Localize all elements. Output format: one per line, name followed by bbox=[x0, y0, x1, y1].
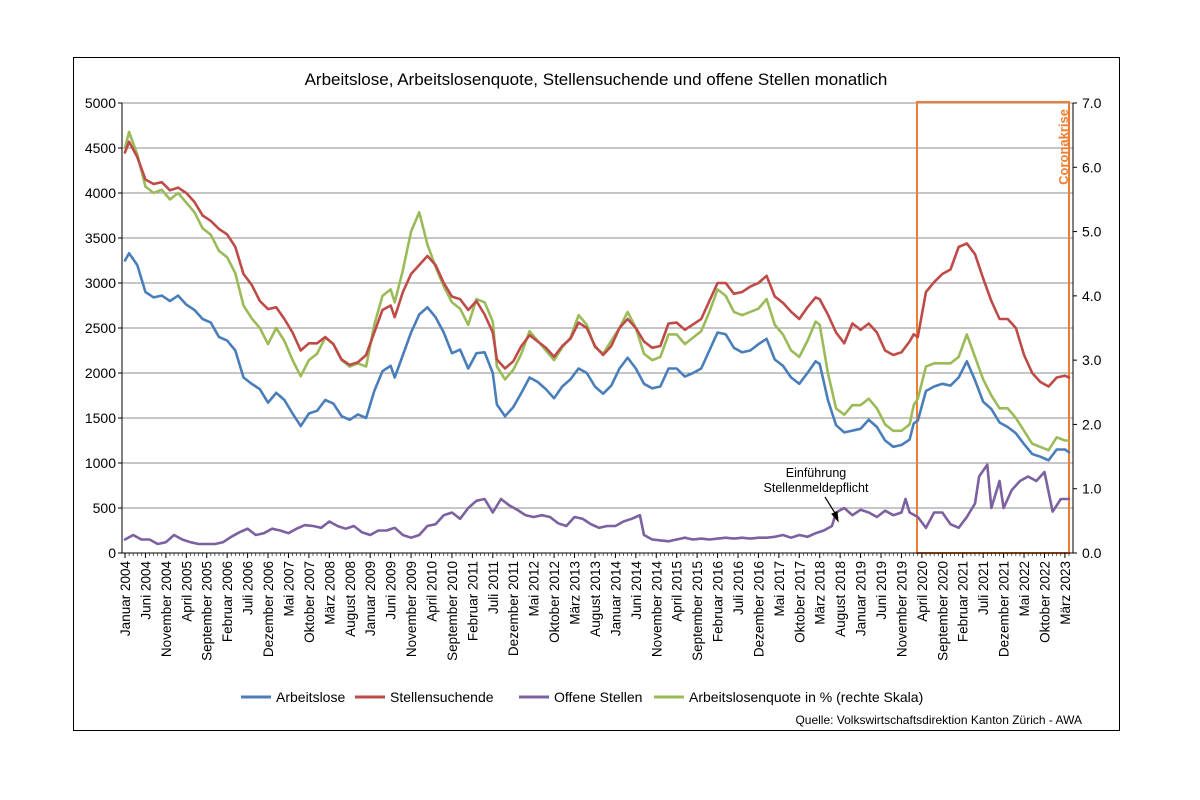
x-tick-label: März 2018 bbox=[813, 561, 828, 625]
x-tick-label: Januar 2019 bbox=[854, 561, 869, 636]
x-tick-label: Dezember 2021 bbox=[997, 561, 1012, 657]
x-tick-label: Januar 2009 bbox=[363, 561, 378, 636]
y-left-tick-label: 2000 bbox=[85, 365, 116, 381]
x-tick-label: April 2015 bbox=[670, 561, 685, 622]
y-left-tick-label: 1500 bbox=[85, 410, 116, 426]
x-tick-label: Juni 2004 bbox=[138, 561, 153, 620]
annotation-text: Einführung bbox=[786, 466, 847, 480]
x-tick-label: Juli 2011 bbox=[486, 561, 501, 614]
x-tick-label: Juli 2006 bbox=[241, 561, 256, 615]
y-right-tick-label: 1.0 bbox=[1082, 481, 1102, 497]
coronakrise-label: Coronakrise bbox=[1056, 109, 1071, 185]
series-line bbox=[123, 463, 1071, 546]
x-tick-label: September 2020 bbox=[935, 561, 950, 661]
x-tick-label: Juni 2009 bbox=[384, 561, 399, 620]
y-left-tick-label: 2500 bbox=[85, 320, 116, 336]
y-right-tick-label: 7.0 bbox=[1082, 95, 1102, 111]
annotation-text: Stellenmeldepflicht bbox=[764, 481, 869, 495]
x-tick-label: März 2008 bbox=[322, 561, 337, 625]
x-tick-label: November 2009 bbox=[404, 561, 419, 657]
x-tick-label: April 2005 bbox=[179, 561, 194, 622]
x-tick-label: September 2015 bbox=[690, 561, 705, 661]
x-tick-label: April 2020 bbox=[915, 561, 930, 622]
x-tick-label: Februar 2011 bbox=[465, 561, 480, 641]
x-tick-label: Dezember 2011 bbox=[506, 561, 521, 656]
axes: 0 500 1000 1500 2000 2500 3000 3500 4000 4500 5000… bbox=[85, 95, 1102, 661]
x-tick-label: März 2023 bbox=[1058, 561, 1073, 625]
chart-title: Arbeitslose, Arbeitslosenquote, Stellens… bbox=[305, 70, 888, 89]
x-tick-label: Oktober 2012 bbox=[547, 561, 562, 643]
legend-label: Arbeitslose bbox=[276, 689, 345, 705]
x-tick-label: Februar 2006 bbox=[220, 561, 235, 642]
y-left-tick-label: 4500 bbox=[85, 140, 116, 156]
x-tick-label: Mai 2007 bbox=[281, 561, 296, 617]
x-tick-label: August 2008 bbox=[343, 561, 358, 637]
y-left-tick-label: 3500 bbox=[85, 230, 116, 246]
x-tick-label: Oktober 2022 bbox=[1037, 561, 1052, 643]
legend-label: Stellensuchende bbox=[390, 689, 494, 705]
x-tick-label: Februar 2021 bbox=[956, 561, 971, 642]
x-tick-label: Januar 2004 bbox=[118, 561, 133, 637]
source-note: Quelle: Volkswirtschaftsdirektion Kanton… bbox=[795, 713, 1082, 727]
y-right-tick-label: 5.0 bbox=[1082, 224, 1102, 240]
y-right-tick-label: 2.0 bbox=[1082, 416, 1102, 432]
x-tick-label: Oktober 2007 bbox=[302, 561, 317, 643]
y-left-tick-label: 5000 bbox=[85, 95, 116, 111]
y-left-tick-label: 4000 bbox=[85, 185, 116, 201]
series-lines bbox=[123, 130, 1071, 546]
x-tick-label: Mai 2017 bbox=[772, 561, 787, 617]
chart-frame bbox=[73, 57, 1120, 731]
x-tick-label: April 2010 bbox=[424, 561, 439, 622]
x-tick-label: August 2018 bbox=[833, 561, 848, 637]
x-tick-label: Juni 2014 bbox=[629, 561, 644, 620]
y-left-tick-label: 500 bbox=[93, 500, 117, 516]
x-tick-label: Mai 2012 bbox=[527, 561, 542, 617]
y-right-tick-label: 3.0 bbox=[1082, 352, 1102, 368]
x-tick-label: Januar 2014 bbox=[608, 561, 623, 637]
y-right-tick-label: 6.0 bbox=[1082, 159, 1102, 175]
x-tick-label: November 2019 bbox=[894, 561, 909, 657]
legend-label: Arbeitslosenquote in % (rechte Skala) bbox=[689, 689, 923, 705]
x-tick-label: August 2013 bbox=[588, 561, 603, 637]
y-left-tick-label: 0 bbox=[108, 545, 116, 561]
y-left-tick-label: 3000 bbox=[85, 275, 116, 291]
x-tick-label: September 2005 bbox=[200, 561, 215, 661]
x-tick-label: September 2010 bbox=[445, 561, 460, 661]
y-right-tick-label: 4.0 bbox=[1082, 288, 1102, 304]
legend-label: Offene Stellen bbox=[554, 689, 642, 705]
y-left-tick-label: 1000 bbox=[85, 455, 116, 471]
x-tick-label: Dezember 2006 bbox=[261, 561, 276, 657]
x-tick-label: Dezember 2016 bbox=[751, 561, 766, 657]
legend: Arbeitslose Stellensuchende Offene Stellen… bbox=[241, 689, 923, 705]
x-tick-label: März 2013 bbox=[568, 561, 583, 625]
x-tick-label: November 2014 bbox=[649, 561, 664, 658]
x-tick-label: Juni 2019 bbox=[874, 561, 889, 620]
x-tick-label: Februar 2016 bbox=[711, 561, 726, 642]
x-tick-label: Oktober 2017 bbox=[792, 561, 807, 643]
series-line bbox=[123, 140, 1071, 388]
gridlines bbox=[122, 102, 1073, 509]
series-line bbox=[123, 252, 1071, 462]
y-right-tick-label: 0.0 bbox=[1082, 545, 1102, 561]
annotation-arrowhead bbox=[831, 511, 839, 523]
x-tick-label: Mai 2022 bbox=[1017, 561, 1032, 617]
x-tick-label: Juli 2021 bbox=[976, 561, 991, 615]
x-tick-label: November 2004 bbox=[159, 561, 174, 658]
x-tick-label: Juli 2016 bbox=[731, 561, 746, 615]
